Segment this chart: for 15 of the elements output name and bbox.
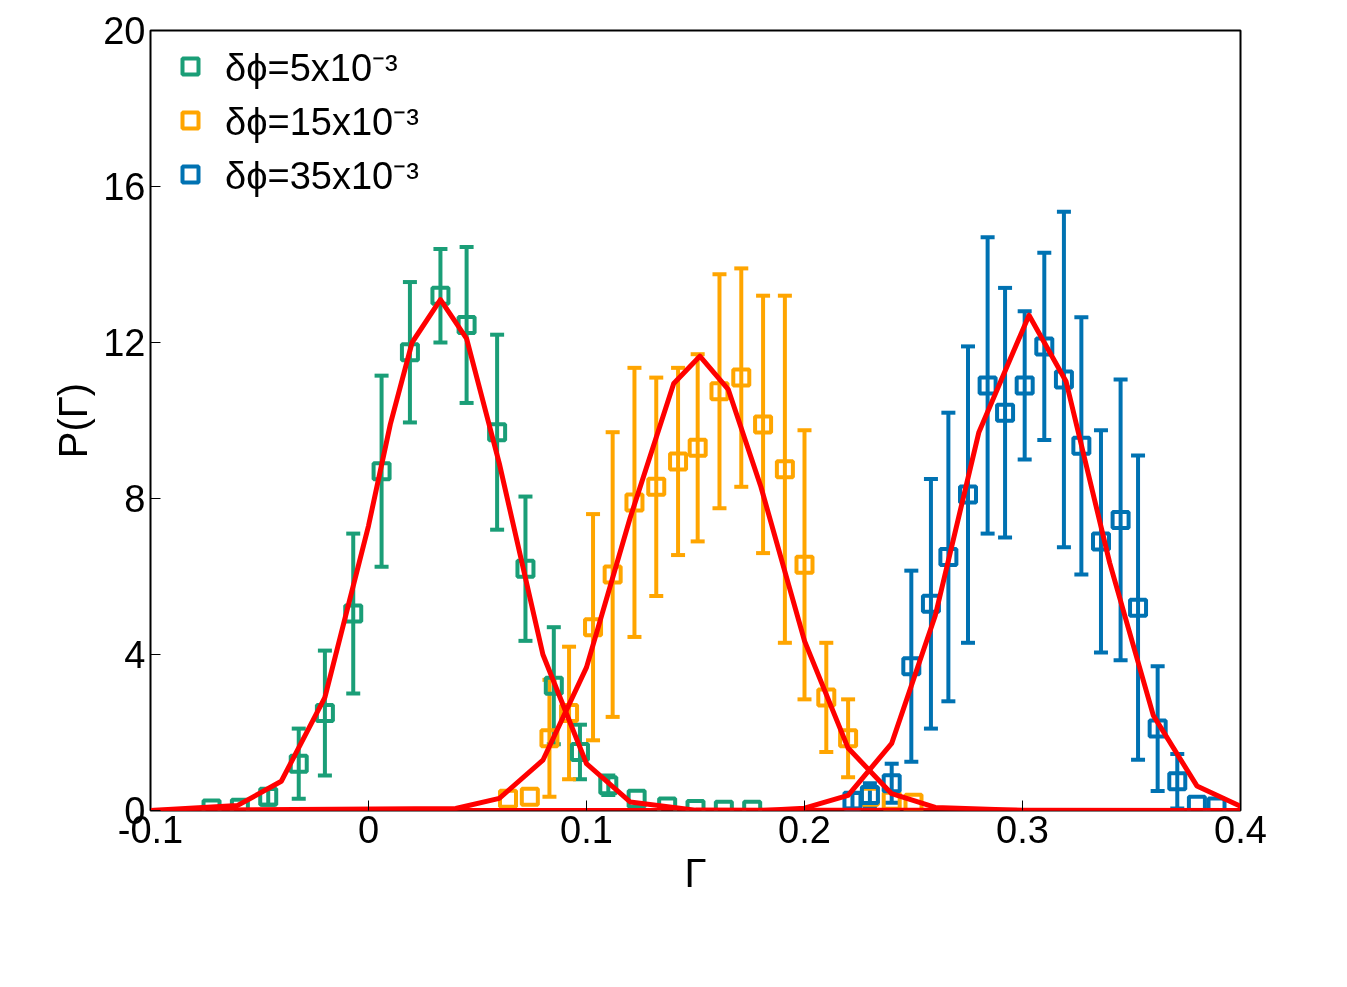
legend-label: δϕ=15x10⁻³ <box>225 100 419 145</box>
x-tick-label: 0.2 <box>778 808 831 851</box>
x-tick-label: 0.1 <box>560 808 613 851</box>
y-axis-title: P(Γ) <box>51 382 96 459</box>
y-tick-label: 8 <box>124 478 146 520</box>
x-tick-label: 0 <box>357 808 380 851</box>
y-tick-label: 12 <box>103 322 146 364</box>
x-tick-label: 0.3 <box>996 808 1049 851</box>
x-tick-label: 0.4 <box>1214 808 1267 851</box>
y-tick-label: 16 <box>103 166 146 208</box>
y-tick-label: 20 <box>103 10 146 52</box>
y-tick-label: 4 <box>124 634 146 676</box>
x-axis-title: Γ <box>684 850 707 895</box>
legend-label: δϕ=5x10⁻³ <box>225 46 398 91</box>
legend-label: δϕ=35x10⁻³ <box>225 154 419 199</box>
